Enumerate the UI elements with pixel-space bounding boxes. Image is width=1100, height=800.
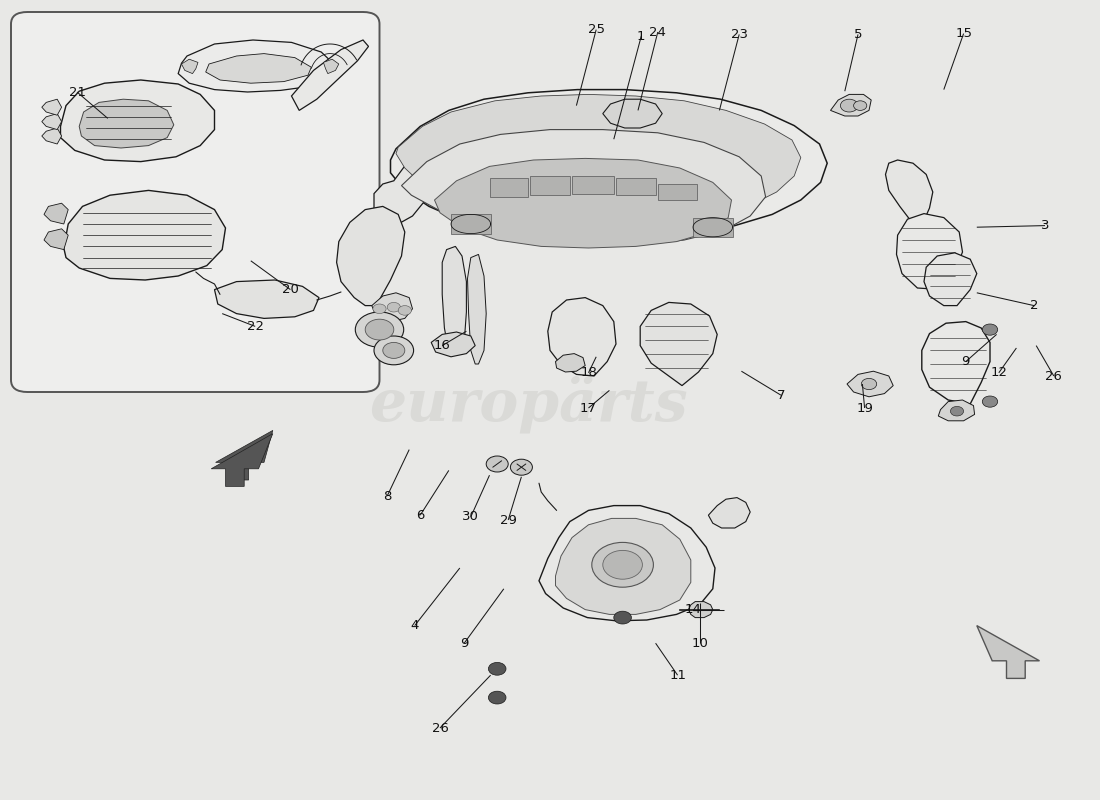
Polygon shape: [292, 40, 368, 110]
Text: 1: 1: [637, 30, 646, 42]
Polygon shape: [42, 99, 62, 115]
Circle shape: [950, 406, 964, 416]
Polygon shape: [396, 94, 801, 225]
Polygon shape: [548, 298, 616, 376]
Circle shape: [861, 378, 877, 390]
Polygon shape: [938, 400, 975, 421]
Polygon shape: [977, 626, 1040, 678]
Circle shape: [614, 611, 631, 624]
Polygon shape: [178, 40, 336, 92]
Polygon shape: [530, 176, 570, 195]
Circle shape: [592, 542, 653, 587]
Polygon shape: [431, 332, 475, 357]
Polygon shape: [402, 130, 766, 246]
Polygon shape: [847, 371, 893, 397]
Text: 9: 9: [961, 355, 970, 368]
Polygon shape: [206, 54, 311, 83]
Text: 18: 18: [580, 366, 597, 379]
Text: 11: 11: [669, 669, 686, 682]
Text: 24: 24: [649, 26, 667, 38]
Polygon shape: [640, 302, 717, 386]
Circle shape: [488, 662, 506, 675]
Polygon shape: [658, 184, 697, 200]
Polygon shape: [60, 80, 215, 162]
Circle shape: [365, 319, 394, 340]
Text: 16: 16: [433, 339, 451, 352]
Text: 15: 15: [955, 27, 972, 40]
Polygon shape: [490, 178, 528, 197]
Text: 2: 2: [1030, 299, 1038, 312]
Circle shape: [488, 691, 506, 704]
Polygon shape: [42, 114, 62, 130]
Polygon shape: [693, 218, 733, 237]
Polygon shape: [556, 354, 585, 372]
Text: 8: 8: [383, 490, 392, 502]
Circle shape: [982, 324, 998, 335]
Polygon shape: [896, 214, 962, 290]
Text: 26: 26: [431, 722, 449, 734]
Polygon shape: [390, 90, 827, 238]
Polygon shape: [214, 280, 319, 318]
Text: 17: 17: [580, 402, 597, 414]
Polygon shape: [44, 229, 68, 250]
Polygon shape: [44, 203, 68, 224]
Text: 14: 14: [684, 603, 702, 616]
Polygon shape: [182, 59, 198, 74]
Circle shape: [840, 99, 858, 112]
Polygon shape: [337, 206, 405, 306]
Circle shape: [383, 342, 405, 358]
Polygon shape: [572, 176, 614, 194]
Text: 3: 3: [1041, 219, 1049, 232]
Text: europärts: europärts: [368, 375, 688, 433]
Polygon shape: [42, 128, 62, 144]
Circle shape: [510, 459, 532, 475]
Text: 7: 7: [777, 389, 785, 402]
Polygon shape: [922, 322, 990, 404]
Text: 29: 29: [499, 514, 517, 526]
Circle shape: [398, 306, 411, 315]
Text: 6: 6: [416, 509, 425, 522]
FancyBboxPatch shape: [11, 12, 379, 392]
Text: 26: 26: [1045, 370, 1063, 382]
Polygon shape: [216, 430, 273, 480]
Circle shape: [486, 456, 508, 472]
Polygon shape: [323, 59, 339, 74]
Circle shape: [373, 304, 386, 314]
Polygon shape: [374, 144, 427, 224]
Circle shape: [854, 101, 867, 110]
Text: 12: 12: [990, 366, 1008, 379]
Polygon shape: [603, 99, 662, 128]
Polygon shape: [830, 94, 871, 116]
Polygon shape: [211, 434, 273, 486]
Polygon shape: [689, 602, 713, 618]
Text: 20: 20: [282, 283, 299, 296]
Polygon shape: [539, 506, 715, 621]
Text: 23: 23: [730, 28, 748, 41]
Polygon shape: [451, 214, 491, 234]
Polygon shape: [708, 498, 750, 528]
Circle shape: [387, 302, 400, 312]
Polygon shape: [372, 293, 412, 322]
Polygon shape: [434, 158, 732, 248]
Polygon shape: [79, 99, 174, 148]
Text: 22: 22: [246, 320, 264, 333]
Polygon shape: [886, 160, 933, 226]
Text: 30: 30: [462, 510, 480, 523]
Text: 10: 10: [691, 637, 708, 650]
Polygon shape: [468, 254, 486, 364]
Polygon shape: [64, 190, 226, 280]
Text: 5: 5: [854, 28, 862, 41]
Circle shape: [603, 550, 642, 579]
Circle shape: [374, 336, 414, 365]
Text: 21: 21: [68, 86, 86, 98]
Polygon shape: [442, 246, 466, 354]
Text: 9: 9: [460, 637, 469, 650]
Text: 19: 19: [856, 402, 873, 414]
Text: 4: 4: [410, 619, 419, 632]
Polygon shape: [924, 253, 977, 306]
Text: 25: 25: [587, 23, 605, 36]
Polygon shape: [556, 518, 691, 614]
Circle shape: [355, 312, 404, 347]
Polygon shape: [616, 178, 656, 195]
